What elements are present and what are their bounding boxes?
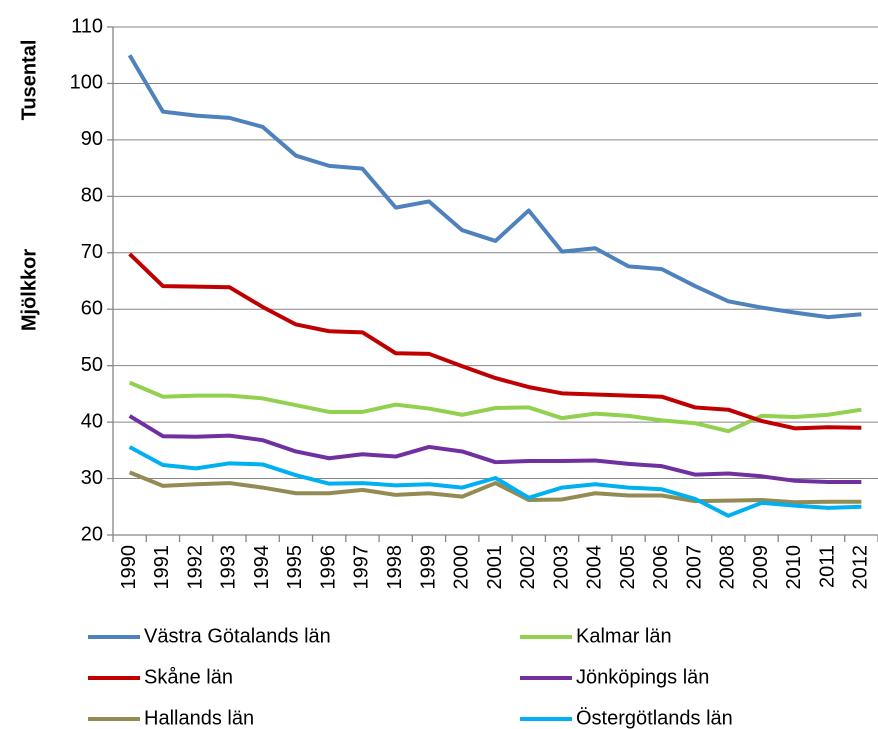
x-tick-label: 2001 [484, 545, 506, 590]
x-tick-label: 2005 [617, 545, 639, 590]
y-axis-label: Tusental [18, 40, 40, 121]
x-tick-label: 1995 [284, 545, 306, 590]
series-line [128, 470, 862, 505]
y-tick-label: 80 [81, 185, 103, 207]
x-tick-label: 1996 [317, 545, 339, 590]
series-line [128, 414, 862, 484]
x-tick-label: 2000 [451, 545, 473, 590]
legend-label: Hallands län [144, 707, 254, 729]
x-tick-label: 1992 [184, 545, 206, 590]
legend-label: Kalmar län [576, 625, 672, 647]
x-tick-label: 2002 [517, 545, 539, 590]
y-tick-label: 30 [81, 467, 103, 489]
y-tick-label: 20 [81, 523, 103, 545]
legend-label: Jönköpings län [576, 666, 709, 688]
x-tick-label: 2003 [550, 545, 572, 590]
series-line [128, 380, 862, 434]
series-line [128, 252, 862, 431]
x-tick-label: 1993 [218, 545, 240, 590]
y-tick-label: 60 [81, 298, 103, 320]
y-tick-label: 70 [81, 241, 103, 263]
x-tick-label: 1991 [151, 545, 173, 590]
y-tick-label: 40 [81, 410, 103, 432]
y-tick-label: 110 [71, 15, 103, 37]
series-line [127, 54, 862, 320]
y-axis-label: Mjölkkor [18, 249, 40, 331]
legend-label: Östergötlands län [576, 707, 733, 729]
legend-label: Skåne län [144, 666, 233, 688]
x-tick-label: 1999 [417, 545, 439, 590]
x-tick-label: 2004 [584, 545, 606, 590]
x-tick-label: 2011 [816, 545, 838, 588]
x-tick-label: 2006 [650, 545, 672, 590]
x-tick-label: 1998 [384, 545, 406, 590]
y-tick-label: 90 [81, 128, 103, 150]
x-tick-label: 2007 [683, 545, 705, 590]
series-line [128, 445, 862, 518]
x-tick-label: 1997 [351, 545, 373, 590]
x-tick-label: 2008 [717, 545, 739, 590]
legend-label: Västra Götalands län [144, 625, 331, 647]
y-tick-label: 50 [81, 354, 103, 376]
x-tick-label: 2012 [850, 545, 872, 590]
x-tick-label: 2009 [750, 545, 772, 590]
x-tick-label: 1990 [118, 545, 140, 590]
x-tick-label: 1994 [251, 545, 273, 590]
y-tick-label: 100 [70, 72, 103, 94]
x-tick-label: 2010 [783, 545, 805, 590]
